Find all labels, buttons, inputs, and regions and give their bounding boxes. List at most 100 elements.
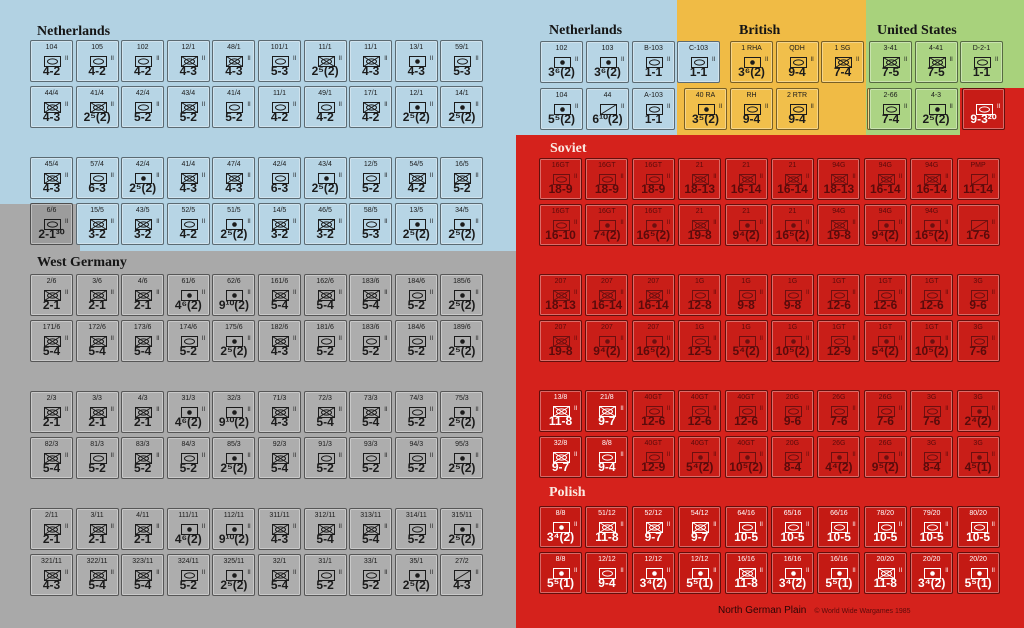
- unit-counter[interactable]: 35/1 II 2⁵(2): [394, 554, 438, 596]
- unit-counter[interactable]: 81/3 II 5-2: [75, 437, 119, 479]
- unit-counter[interactable]: B-103 II 1-1: [632, 41, 675, 83]
- unit-counter[interactable]: 66/16 II 10-5: [817, 506, 861, 548]
- unit-counter[interactable]: 74/3 II 5-2: [394, 391, 438, 433]
- unit-counter[interactable]: 1GT II 12-6: [910, 274, 954, 316]
- unit-counter[interactable]: 1G II 5⁴(2): [724, 320, 768, 362]
- unit-counter[interactable]: QDH II 9-4: [775, 41, 819, 83]
- unit-counter[interactable]: 41/4 II 4-3: [166, 157, 210, 199]
- unit-counter[interactable]: 161/6 II 5-4: [258, 274, 301, 316]
- unit-counter[interactable]: 64/16 II 10-5: [724, 506, 768, 548]
- unit-counter[interactable]: 11/1 II 2⁵(2): [303, 40, 347, 82]
- unit-counter[interactable]: 2 RTR II 9-4: [775, 88, 819, 130]
- unit-counter[interactable]: 3/6 II 2-1: [75, 274, 119, 316]
- unit-counter[interactable]: 184/6 II 5-2: [394, 274, 438, 316]
- unit-counter[interactable]: 3G II 7-6: [956, 320, 1000, 362]
- unit-counter[interactable]: 1GT II 12-6: [817, 274, 861, 316]
- unit-counter[interactable]: 16GT II 18-9: [539, 158, 582, 200]
- unit-counter[interactable]: 26G II 4⁴(2): [817, 436, 861, 478]
- unit-counter[interactable]: 312/11 II 5-4: [303, 508, 347, 550]
- unit-counter[interactable]: 14/1 II 2⁵(2): [440, 86, 484, 128]
- unit-counter[interactable]: 207 II 16-14: [585, 274, 629, 316]
- unit-counter[interactable]: 2/6 II 2-1: [30, 274, 73, 316]
- unit-counter[interactable]: 59/1 II 5-3: [440, 40, 484, 82]
- unit-counter[interactable]: 111/11 II 4⁶(2): [166, 508, 210, 550]
- unit-counter[interactable]: 40 RA II 3⁵(2): [684, 88, 727, 130]
- unit-counter[interactable]: 12/12 II 3⁴(2): [631, 552, 675, 594]
- unit-counter[interactable]: 12/12 II 9-4: [585, 552, 629, 594]
- unit-counter[interactable]: 75/3 II 2⁵(2): [440, 391, 484, 433]
- unit-counter[interactable]: 21 II 19-8: [678, 204, 722, 246]
- unit-counter[interactable]: 84/3 II 5-2: [166, 437, 210, 479]
- unit-counter[interactable]: 54/12 II 9-7: [678, 506, 722, 548]
- unit-counter[interactable]: II 9-3²⁰: [962, 88, 1005, 130]
- unit-counter[interactable]: 3G II 7-6: [910, 390, 954, 432]
- unit-counter[interactable]: 2-66 II 7-4: [869, 88, 912, 130]
- unit-counter[interactable]: 207 II 16-14: [631, 274, 675, 316]
- unit-counter[interactable]: 52/12 II 9-7: [631, 506, 675, 548]
- unit-counter[interactable]: 172/6 II 5-4: [75, 320, 119, 362]
- unit-counter[interactable]: 21 II 18-13: [678, 158, 722, 200]
- unit-counter[interactable]: 45/4 II 4-3: [30, 157, 73, 199]
- unit-counter[interactable]: 40GT II 5⁴(2): [678, 436, 722, 478]
- unit-counter[interactable]: 40GT II 12-6: [631, 390, 675, 432]
- unit-counter[interactable]: A-103 II 1-1: [632, 88, 675, 130]
- unit-counter[interactable]: 42/4 II 2⁵(2): [121, 157, 165, 199]
- unit-counter[interactable]: 325/11 II 2⁵(2): [212, 554, 256, 596]
- unit-counter[interactable]: D-2-1 II 1-1: [960, 41, 1003, 83]
- unit-counter[interactable]: 43/4 II 2⁵(2): [303, 157, 347, 199]
- unit-counter[interactable]: 12/5 II 5-2: [349, 157, 393, 199]
- unit-counter[interactable]: 207 II 9⁴(2): [585, 320, 629, 362]
- unit-counter[interactable]: 21 II 16⁵(2): [771, 204, 814, 246]
- unit-counter[interactable]: 12/12 II 5⁵(1): [678, 552, 722, 594]
- unit-counter[interactable]: 207 II 19-8: [539, 320, 582, 362]
- unit-counter[interactable]: 73/3 II 5-4: [349, 391, 393, 433]
- unit-counter[interactable]: 182/6 II 4-3: [258, 320, 301, 362]
- unit-counter[interactable]: 3G II 2⁴(2): [956, 390, 1000, 432]
- unit-counter[interactable]: PMP II 11-14: [956, 158, 1000, 200]
- unit-counter[interactable]: 16GT II 7⁴(2): [585, 204, 629, 246]
- unit-counter[interactable]: 94G II 9⁴(2): [863, 204, 907, 246]
- unit-counter[interactable]: 4-3 II 2⁵(2): [914, 88, 958, 130]
- unit-counter[interactable]: 78/20 II 10-5: [863, 506, 907, 548]
- unit-counter[interactable]: 1GT II 5⁴(2): [863, 320, 907, 362]
- unit-counter[interactable]: 40GT II 10⁵(2): [724, 436, 768, 478]
- unit-counter[interactable]: 47/4 II 4-3: [212, 157, 256, 199]
- unit-counter[interactable]: 4/11 II 2-1: [121, 508, 165, 550]
- unit-counter[interactable]: 21 II 16-14: [771, 158, 814, 200]
- unit-counter[interactable]: 185/6 II 2⁵(2): [440, 274, 484, 316]
- unit-counter[interactable]: 71/3 II 4-3: [258, 391, 301, 433]
- unit-counter[interactable]: 43/4 II 5-2: [166, 86, 210, 128]
- unit-counter[interactable]: 61/6 II 4⁶(2): [166, 274, 210, 316]
- unit-counter[interactable]: 94/3 II 5-2: [394, 437, 438, 479]
- unit-counter[interactable]: 34/5 II 2⁵(2): [440, 203, 484, 245]
- unit-counter[interactable]: 321/11 II 4-3: [30, 554, 73, 596]
- unit-counter[interactable]: 3-41 II 7-5: [869, 41, 912, 83]
- unit-counter[interactable]: 183/6 II 5-2: [349, 320, 393, 362]
- unit-counter[interactable]: 207 II 16⁵(2): [631, 320, 675, 362]
- unit-counter[interactable]: 20/20 II 11-8: [863, 552, 907, 594]
- unit-counter[interactable]: 112/11 II 9¹⁰(2): [212, 508, 256, 550]
- unit-counter[interactable]: 65/16 II 10-5: [771, 506, 814, 548]
- unit-counter[interactable]: 92/3 II 5-4: [258, 437, 301, 479]
- unit-counter[interactable]: 62/6 II 9¹⁰(2): [212, 274, 256, 316]
- unit-counter[interactable]: 16GT II 18-9: [585, 158, 629, 200]
- unit-counter[interactable]: 104 II 5⁵(2): [540, 88, 583, 130]
- unit-counter[interactable]: 15/5 II 3-2: [75, 203, 119, 245]
- unit-counter[interactable]: 183/6 II 5-4: [349, 274, 393, 316]
- unit-counter[interactable]: 311/11 II 4-3: [258, 508, 301, 550]
- unit-counter[interactable]: 1G II 9-8: [771, 274, 814, 316]
- unit-counter[interactable]: 21 II 16-14: [724, 158, 768, 200]
- unit-counter[interactable]: 94G II 16⁵(2): [910, 204, 954, 246]
- unit-counter[interactable]: 16/5 II 5-2: [440, 157, 484, 199]
- unit-counter[interactable]: 41/4 II 5-2: [212, 86, 256, 128]
- unit-counter[interactable]: 20/20 II 5⁵(1): [956, 552, 1000, 594]
- unit-counter[interactable]: RH II 9-4: [730, 88, 773, 130]
- unit-counter[interactable]: 1 SG II 7-4: [821, 41, 864, 83]
- unit-counter[interactable]: 322/11 II 5-4: [75, 554, 119, 596]
- unit-counter[interactable]: 40GT II 12-6: [724, 390, 768, 432]
- unit-counter[interactable]: 12/1 II 4-3: [166, 40, 210, 82]
- unit-counter[interactable]: 102 II 3⁶(2): [540, 41, 583, 83]
- unit-counter[interactable]: 3G II 8-4: [910, 436, 954, 478]
- unit-counter[interactable]: 48/1 II 4-3: [212, 40, 256, 82]
- unit-counter[interactable]: 27/2 II 4-3: [440, 554, 484, 596]
